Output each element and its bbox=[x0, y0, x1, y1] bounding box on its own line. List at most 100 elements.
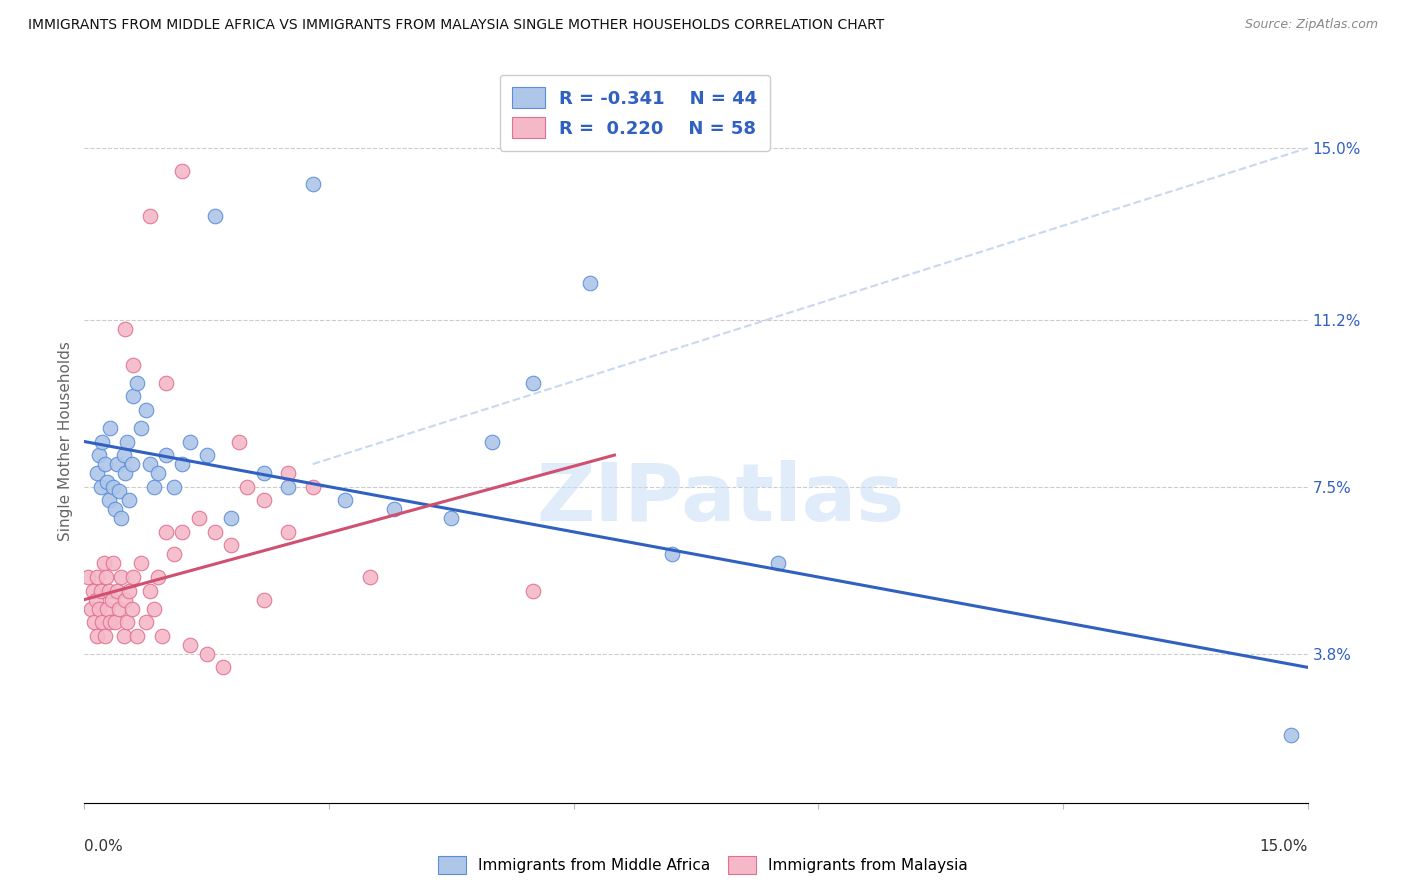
Point bbox=[440, 511, 463, 525]
Point bbox=[301, 177, 323, 191]
Point bbox=[110, 511, 132, 525]
Point bbox=[142, 480, 165, 494]
Point bbox=[146, 466, 169, 480]
Point bbox=[104, 502, 127, 516]
Point bbox=[122, 358, 145, 372]
Point bbox=[277, 466, 299, 480]
Point bbox=[100, 421, 122, 435]
Point bbox=[77, 570, 100, 584]
Point bbox=[93, 557, 115, 571]
Point bbox=[91, 615, 114, 630]
Point bbox=[97, 583, 120, 598]
Point bbox=[146, 570, 169, 584]
Point bbox=[195, 448, 218, 462]
Point bbox=[83, 615, 105, 630]
Point bbox=[301, 480, 323, 494]
Point bbox=[131, 421, 153, 435]
Text: IMMIGRANTS FROM MIDDLE AFRICA VS IMMIGRANTS FROM MALAYSIA SINGLE MOTHER HOUSEHOL: IMMIGRANTS FROM MIDDLE AFRICA VS IMMIGRA… bbox=[28, 18, 884, 32]
Point bbox=[172, 457, 194, 471]
Point bbox=[522, 376, 544, 390]
Legend: R = -0.341    N = 44, R =  0.220    N = 58: R = -0.341 N = 44, R = 0.220 N = 58 bbox=[499, 75, 770, 151]
Point bbox=[84, 592, 107, 607]
Point bbox=[118, 493, 141, 508]
Point bbox=[86, 466, 108, 480]
Point bbox=[114, 466, 136, 480]
Point bbox=[155, 524, 177, 539]
Point bbox=[579, 277, 602, 291]
Point bbox=[661, 548, 683, 562]
Legend: Immigrants from Middle Africa, Immigrants from Malaysia: Immigrants from Middle Africa, Immigrant… bbox=[432, 850, 974, 880]
Point bbox=[155, 376, 177, 390]
Point bbox=[112, 629, 135, 643]
Point bbox=[212, 660, 235, 674]
Point bbox=[179, 638, 201, 652]
Point bbox=[127, 376, 149, 390]
Point bbox=[204, 209, 226, 223]
Point bbox=[1279, 728, 1302, 742]
Point bbox=[131, 557, 153, 571]
Point bbox=[135, 615, 157, 630]
Point bbox=[236, 480, 259, 494]
Point bbox=[253, 592, 276, 607]
Point bbox=[105, 457, 128, 471]
Point bbox=[138, 583, 160, 598]
Point bbox=[121, 601, 143, 615]
Point bbox=[382, 502, 405, 516]
Point bbox=[105, 583, 128, 598]
Point bbox=[195, 647, 218, 661]
Point bbox=[114, 592, 136, 607]
Point bbox=[204, 524, 226, 539]
Point bbox=[179, 434, 201, 449]
Point bbox=[118, 583, 141, 598]
Point bbox=[277, 524, 299, 539]
Point bbox=[90, 480, 112, 494]
Text: 15.0%: 15.0% bbox=[1260, 838, 1308, 854]
Point bbox=[163, 480, 186, 494]
Point bbox=[115, 615, 138, 630]
Point bbox=[138, 209, 160, 223]
Point bbox=[359, 570, 381, 584]
Point bbox=[101, 592, 124, 607]
Point bbox=[93, 457, 115, 471]
Point bbox=[135, 403, 157, 417]
Point bbox=[335, 493, 357, 508]
Point bbox=[277, 480, 299, 494]
Text: 0.0%: 0.0% bbox=[84, 838, 124, 854]
Point bbox=[96, 475, 118, 490]
Point bbox=[107, 484, 129, 499]
Point bbox=[121, 457, 143, 471]
Point bbox=[481, 434, 503, 449]
Text: Source: ZipAtlas.com: Source: ZipAtlas.com bbox=[1244, 18, 1378, 31]
Point bbox=[766, 557, 789, 571]
Point bbox=[187, 511, 209, 525]
Point bbox=[122, 389, 145, 403]
Point bbox=[86, 570, 108, 584]
Point bbox=[101, 480, 124, 494]
Point bbox=[115, 434, 138, 449]
Point bbox=[87, 601, 110, 615]
Point bbox=[253, 493, 276, 508]
Point bbox=[96, 601, 118, 615]
Point bbox=[110, 570, 132, 584]
Point bbox=[228, 434, 250, 449]
Point bbox=[172, 524, 194, 539]
Y-axis label: Single Mother Households: Single Mother Households bbox=[58, 342, 73, 541]
Point bbox=[150, 629, 173, 643]
Point bbox=[80, 601, 103, 615]
Point bbox=[219, 538, 242, 552]
Point bbox=[172, 163, 194, 178]
Point bbox=[97, 493, 120, 508]
Point bbox=[122, 570, 145, 584]
Point bbox=[114, 321, 136, 335]
Point bbox=[104, 615, 127, 630]
Point bbox=[522, 583, 544, 598]
Point bbox=[101, 557, 124, 571]
Point bbox=[94, 570, 117, 584]
Point bbox=[86, 629, 108, 643]
Point bbox=[90, 583, 112, 598]
Point bbox=[163, 548, 186, 562]
Point bbox=[93, 629, 115, 643]
Point bbox=[138, 457, 160, 471]
Point bbox=[107, 601, 129, 615]
Point bbox=[127, 629, 149, 643]
